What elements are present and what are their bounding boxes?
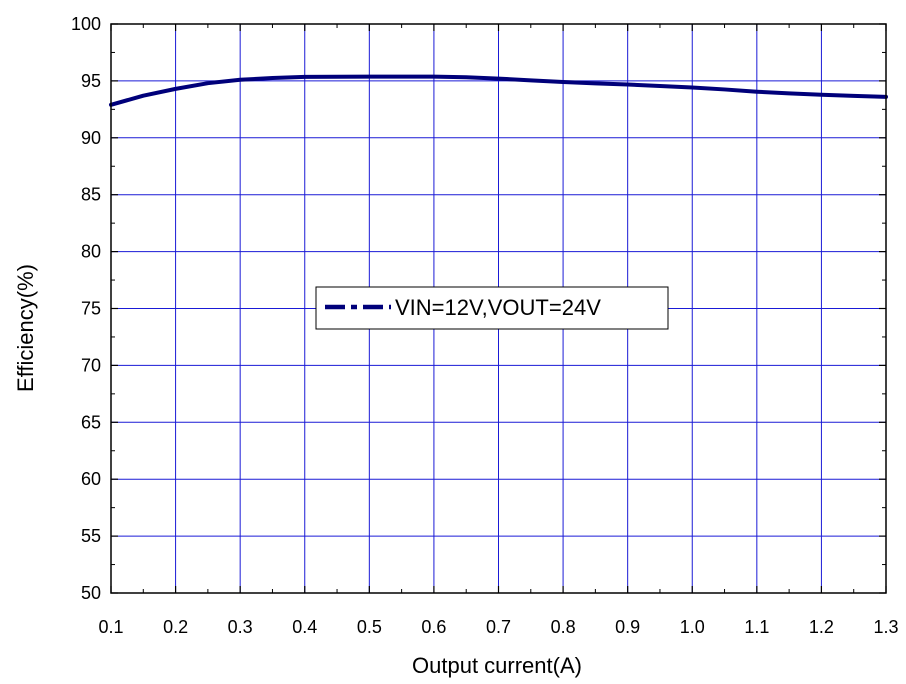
y-tick-label: 70 — [81, 355, 101, 375]
x-tick-label: 0.6 — [421, 617, 446, 637]
y-tick-label: 75 — [81, 299, 101, 319]
legend-label: VIN=12V,VOUT=24V — [395, 295, 601, 320]
series-line — [109, 74, 888, 107]
x-tick-label: 0.1 — [98, 617, 123, 637]
y-tick-label: 100 — [71, 14, 101, 34]
x-tick-label: 1.0 — [680, 617, 705, 637]
x-axis-label: Output current(A) — [412, 653, 582, 678]
y-tick-label: 85 — [81, 185, 101, 205]
x-tick-label: 1.3 — [873, 617, 898, 637]
x-tick-label: 0.2 — [163, 617, 188, 637]
y-tick-label: 80 — [81, 242, 101, 262]
y-tick-label: 50 — [81, 583, 101, 603]
x-tick-label: 0.9 — [615, 617, 640, 637]
y-tick-label: 65 — [81, 412, 101, 432]
y-tick-label: 95 — [81, 71, 101, 91]
y-tick-label: 60 — [81, 469, 101, 489]
y-tick-label: 55 — [81, 526, 101, 546]
x-tick-label: 0.8 — [551, 617, 576, 637]
legend: VIN=12V,VOUT=24V — [315, 286, 669, 330]
x-tick-label: 1.2 — [809, 617, 834, 637]
x-tick-label: 1.1 — [744, 617, 769, 637]
y-axis-label: Efficiency(%) — [13, 264, 38, 392]
x-tick-label: 0.4 — [292, 617, 317, 637]
x-tick-label: 0.7 — [486, 617, 511, 637]
y-tick-label: 90 — [81, 128, 101, 148]
x-tick-label: 0.3 — [228, 617, 253, 637]
x-tick-label: 0.5 — [357, 617, 382, 637]
